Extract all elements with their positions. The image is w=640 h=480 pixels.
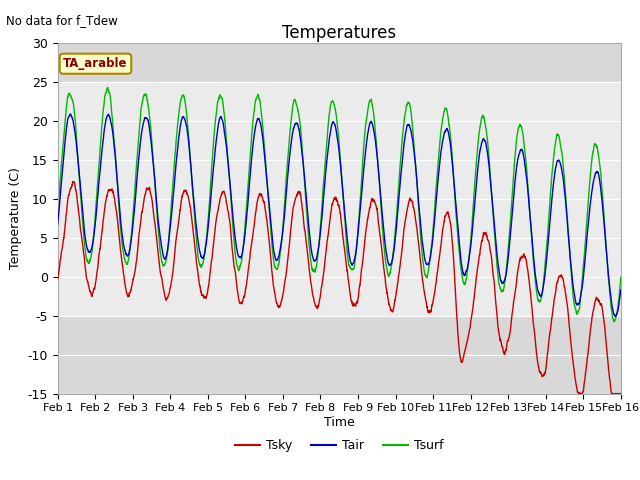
Tsurf [118, 240, 126, 246]
Tsky [606, 379, 614, 384]
Title: Temperatures: Temperatures [282, 24, 396, 42]
X-axis label: Time: Time [324, 416, 355, 429]
Tair [617, 287, 625, 293]
Tsky [545, 334, 553, 340]
Line: Tsky: Tsky [58, 181, 621, 394]
Legend: Tsky, Tair, Tsurf: Tsky, Tair, Tsurf [230, 434, 449, 457]
Tsky [617, 391, 625, 396]
Y-axis label: Temperature (C): Temperature (C) [9, 168, 22, 269]
Tair [152, 185, 159, 191]
Tsurf [545, 210, 553, 216]
Bar [58, 82, 621, 316]
Tsurf [294, 109, 302, 115]
Tsky [54, 277, 61, 283]
Tair [545, 227, 553, 233]
Tsurf [152, 190, 159, 196]
Tair [294, 124, 302, 130]
Tsky [152, 225, 159, 231]
Tsky [118, 259, 126, 264]
Line: Tsurf: Tsurf [58, 87, 621, 322]
Text: No data for f_Tdew: No data for f_Tdew [6, 14, 118, 27]
Tsurf [611, 319, 618, 324]
Tsurf [606, 291, 614, 297]
Tsky [575, 391, 583, 396]
Tair [270, 248, 278, 253]
Line: Tair: Tair [58, 114, 621, 316]
Tsky [69, 179, 77, 184]
Tair [611, 313, 619, 319]
Tsurf [54, 214, 61, 219]
Tair [606, 287, 614, 292]
Text: TA_arable: TA_arable [63, 57, 128, 70]
Tair [118, 231, 126, 237]
Tsurf [104, 84, 111, 90]
Tsurf [617, 275, 625, 280]
Tsky [294, 190, 302, 195]
Tair [54, 222, 61, 228]
Tair [67, 111, 74, 117]
Tsurf [270, 257, 278, 263]
Tsky [270, 284, 278, 290]
